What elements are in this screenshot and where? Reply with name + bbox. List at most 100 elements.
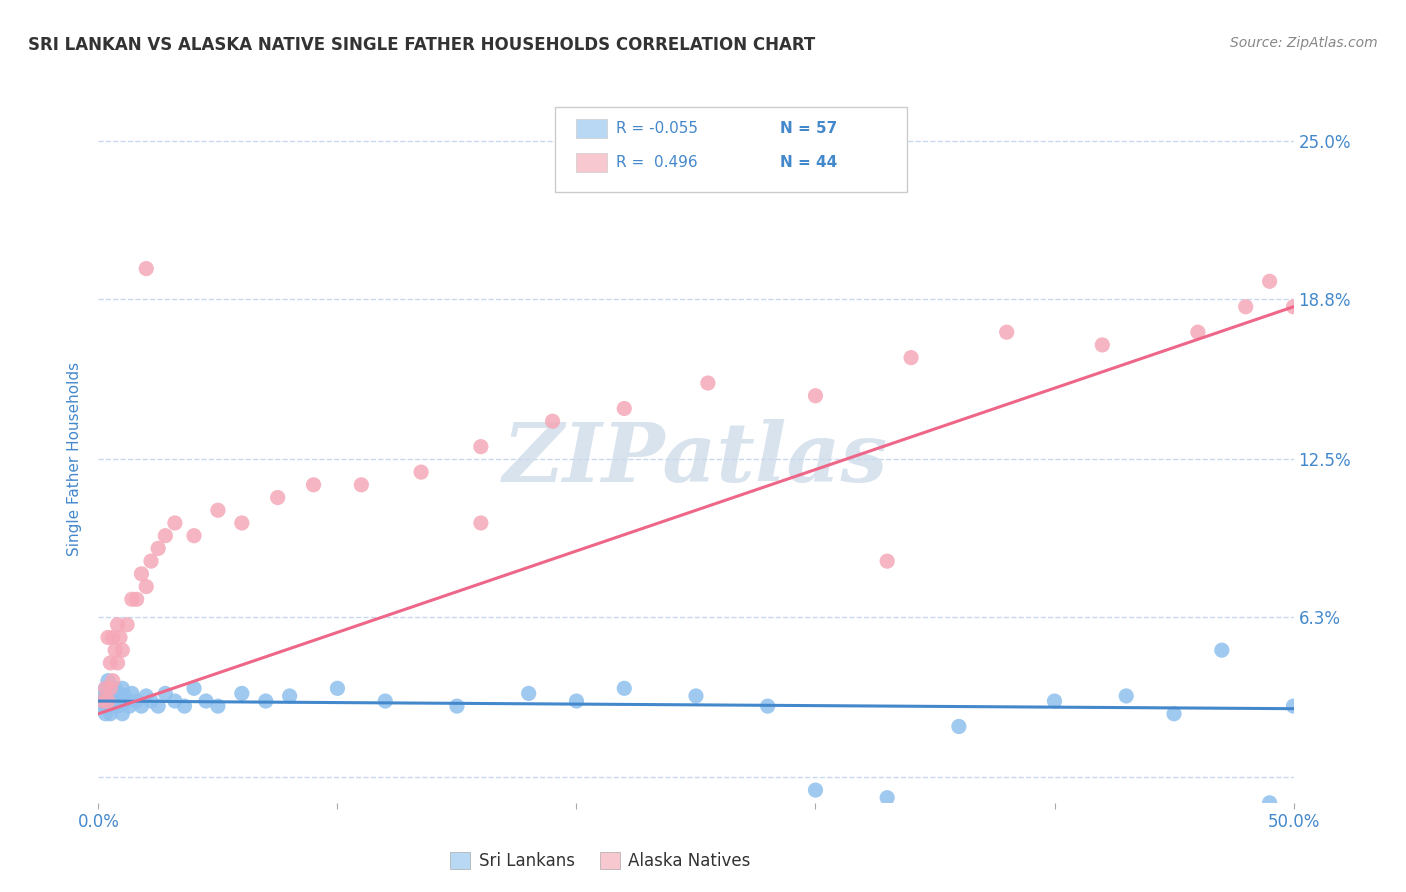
Point (207, 699, 229, 714)
Point (155, 686, 177, 700)
Point (111, 694, 134, 708)
Point (125, 694, 148, 708)
Point (94, 681, 117, 696)
Point (98, 681, 122, 696)
Point (470, 440, 492, 454)
Point (97, 694, 120, 708)
Point (91, 694, 114, 708)
Point (613, 681, 636, 696)
Point (163, 516, 186, 530)
Point (374, 694, 396, 708)
Point (1282, 300, 1305, 314)
Point (278, 689, 301, 703)
Point (207, 503, 229, 517)
Point (131, 566, 153, 581)
Point (98, 656, 122, 670)
Point (135, 261, 157, 276)
Point (118, 699, 141, 714)
Point (163, 694, 186, 708)
Point (108, 631, 131, 645)
Point (101, 689, 124, 703)
Point (135, 689, 157, 703)
Point (104, 681, 127, 696)
Point (101, 631, 124, 645)
Point (254, 694, 277, 708)
Point (121, 686, 143, 700)
Point (1187, 325, 1209, 339)
Point (1282, 699, 1305, 714)
Point (876, 554, 898, 568)
Point (613, 401, 636, 416)
Text: N = 44: N = 44 (780, 155, 838, 169)
Point (1043, 694, 1066, 708)
Point (107, 656, 129, 670)
Point (98, 681, 122, 696)
Point (804, 783, 827, 797)
Point (1163, 706, 1185, 721)
Point (139, 694, 162, 708)
Point (108, 694, 131, 708)
Point (1258, 274, 1281, 288)
Point (94, 706, 117, 721)
Point (97, 673, 120, 688)
Point (97, 686, 120, 700)
Point (94, 681, 117, 696)
Y-axis label: Single Father Households: Single Father Households (67, 362, 83, 557)
Point (302, 478, 325, 492)
Point (115, 617, 138, 632)
Point (104, 643, 127, 657)
Point (231, 686, 253, 700)
Point (104, 694, 127, 708)
Point (94, 694, 117, 708)
Point (111, 643, 134, 657)
Point (470, 516, 492, 530)
Point (876, 790, 898, 805)
Point (173, 699, 195, 714)
Point (97, 699, 120, 714)
Point (948, 719, 970, 733)
Point (155, 529, 177, 543)
Point (541, 414, 564, 428)
Point (115, 694, 138, 708)
Point (91, 699, 114, 714)
Point (1258, 796, 1281, 810)
Point (107, 699, 129, 714)
Point (139, 554, 162, 568)
Text: Source: ZipAtlas.com: Source: ZipAtlas.com (1230, 36, 1378, 50)
Point (131, 699, 153, 714)
Text: SRI LANKAN VS ALASKA NATIVE SINGLE FATHER HOUSEHOLDS CORRELATION CHART: SRI LANKAN VS ALASKA NATIVE SINGLE FATHE… (28, 36, 815, 54)
Point (107, 686, 129, 700)
Point (107, 617, 129, 632)
Point (697, 376, 720, 390)
Point (231, 516, 253, 530)
Point (101, 699, 124, 714)
Point (125, 592, 148, 607)
Text: R =  0.496: R = 0.496 (616, 155, 697, 169)
Point (804, 389, 827, 403)
Text: R = -0.055: R = -0.055 (616, 121, 697, 136)
Point (97, 631, 120, 645)
Point (98, 694, 122, 708)
Point (900, 351, 922, 365)
Point (148, 699, 170, 714)
Point (111, 681, 134, 696)
Point (183, 681, 205, 696)
Point (90, 694, 112, 708)
Point (111, 706, 134, 721)
Text: ZIPatlas: ZIPatlas (503, 419, 889, 500)
Point (98, 706, 122, 721)
Point (1234, 300, 1257, 314)
Point (183, 529, 205, 543)
Point (350, 478, 373, 492)
Point (114, 689, 136, 703)
Point (411, 465, 433, 479)
Point (135, 580, 157, 594)
Point (148, 541, 170, 556)
Text: N = 57: N = 57 (780, 121, 838, 136)
Point (326, 681, 349, 696)
Point (1091, 338, 1114, 352)
Point (91, 689, 114, 703)
Point (267, 491, 290, 505)
Point (1211, 643, 1233, 657)
Legend: Sri Lankans, Alaska Natives: Sri Lankans, Alaska Natives (444, 846, 756, 877)
